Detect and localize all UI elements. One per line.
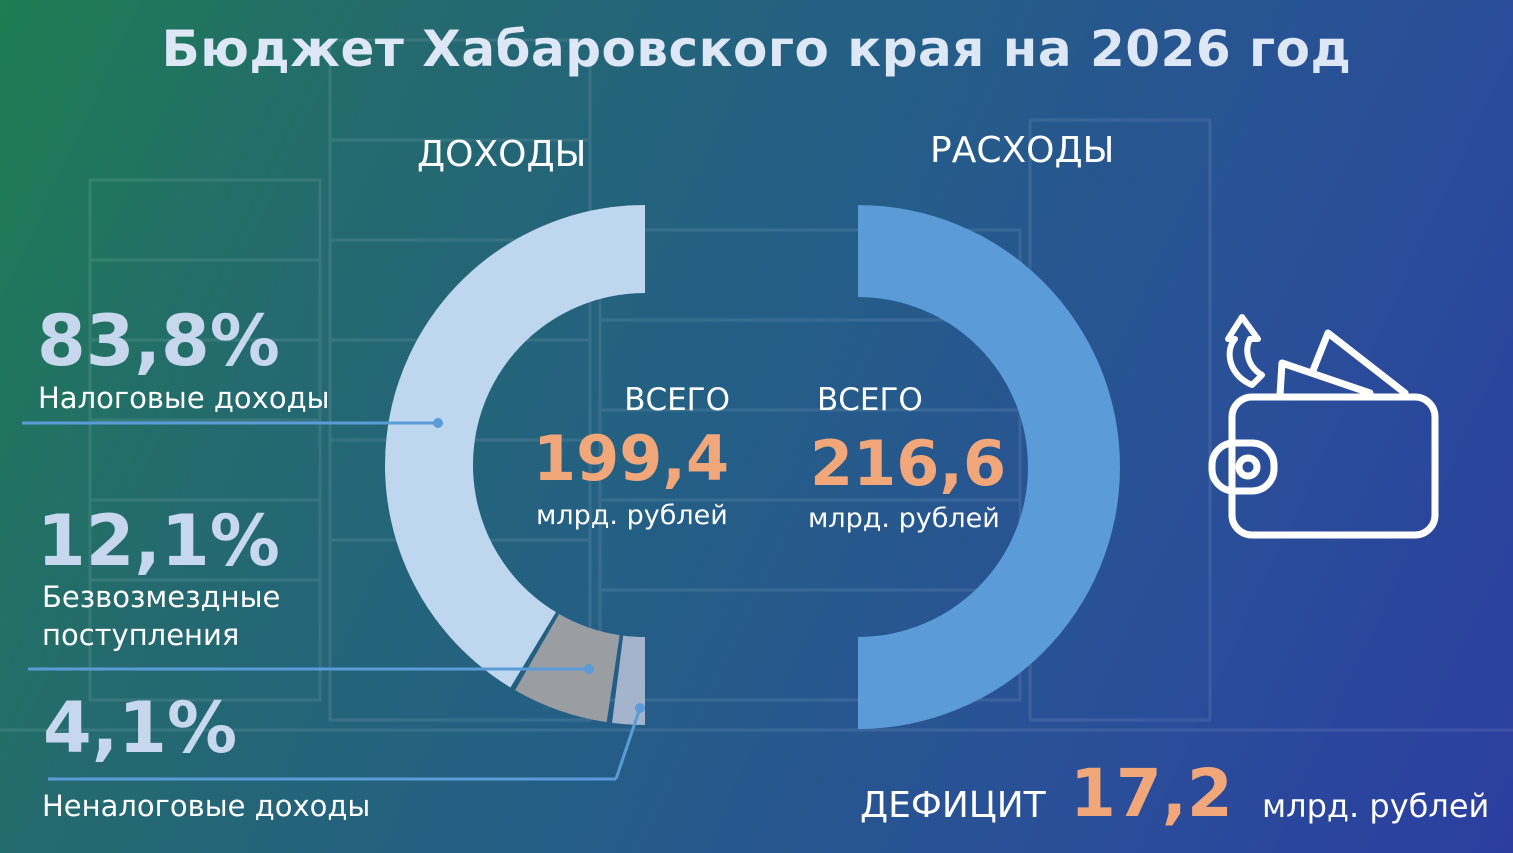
non-tax-leader-diagonal xyxy=(614,707,642,780)
tax-income-leader-dot xyxy=(433,418,443,428)
tax-income-percent: 83,8% xyxy=(37,300,280,382)
wallet-icon xyxy=(1208,314,1439,539)
tax-income-label: Налоговые доходы xyxy=(38,381,330,415)
expense-donut xyxy=(858,205,1120,729)
non-tax-label: Неналоговые доходы xyxy=(42,789,371,823)
income-total-label: ВСЕГО xyxy=(624,382,730,418)
deficit-value: 17,2 xyxy=(1070,755,1233,832)
deficit-label: ДЕФИЦИТ xyxy=(860,785,1046,826)
gratuitous-percent: 12,1% xyxy=(37,500,280,582)
expense-total-value: 216,6 xyxy=(810,427,1007,500)
income-total-unit: млрд. рублей xyxy=(536,500,728,531)
non-tax-segment xyxy=(612,635,645,725)
gratuitous-leader-dot xyxy=(584,664,594,674)
expense-segment xyxy=(858,205,1120,729)
expense-total-unit: млрд. рублей xyxy=(808,503,1000,534)
non-tax-percent: 4,1% xyxy=(43,687,238,769)
arrow-up-icon xyxy=(1225,314,1265,388)
leader-lines xyxy=(22,418,645,781)
deficit-unit: млрд. рублей xyxy=(1262,787,1490,825)
gratuitous-label: Безвозмездные поступления xyxy=(42,580,281,652)
income-total-value: 199,4 xyxy=(533,422,730,495)
income-title: ДОХОДЫ xyxy=(417,134,587,175)
expense-title: РАСХОДЫ xyxy=(930,130,1115,171)
expense-total-label: ВСЕГО xyxy=(817,382,923,418)
non-tax-leader-dot xyxy=(635,703,645,713)
tax-income-segment xyxy=(384,205,645,688)
page-title: Бюджет Хабаровского края на 2026 год xyxy=(161,20,1352,78)
